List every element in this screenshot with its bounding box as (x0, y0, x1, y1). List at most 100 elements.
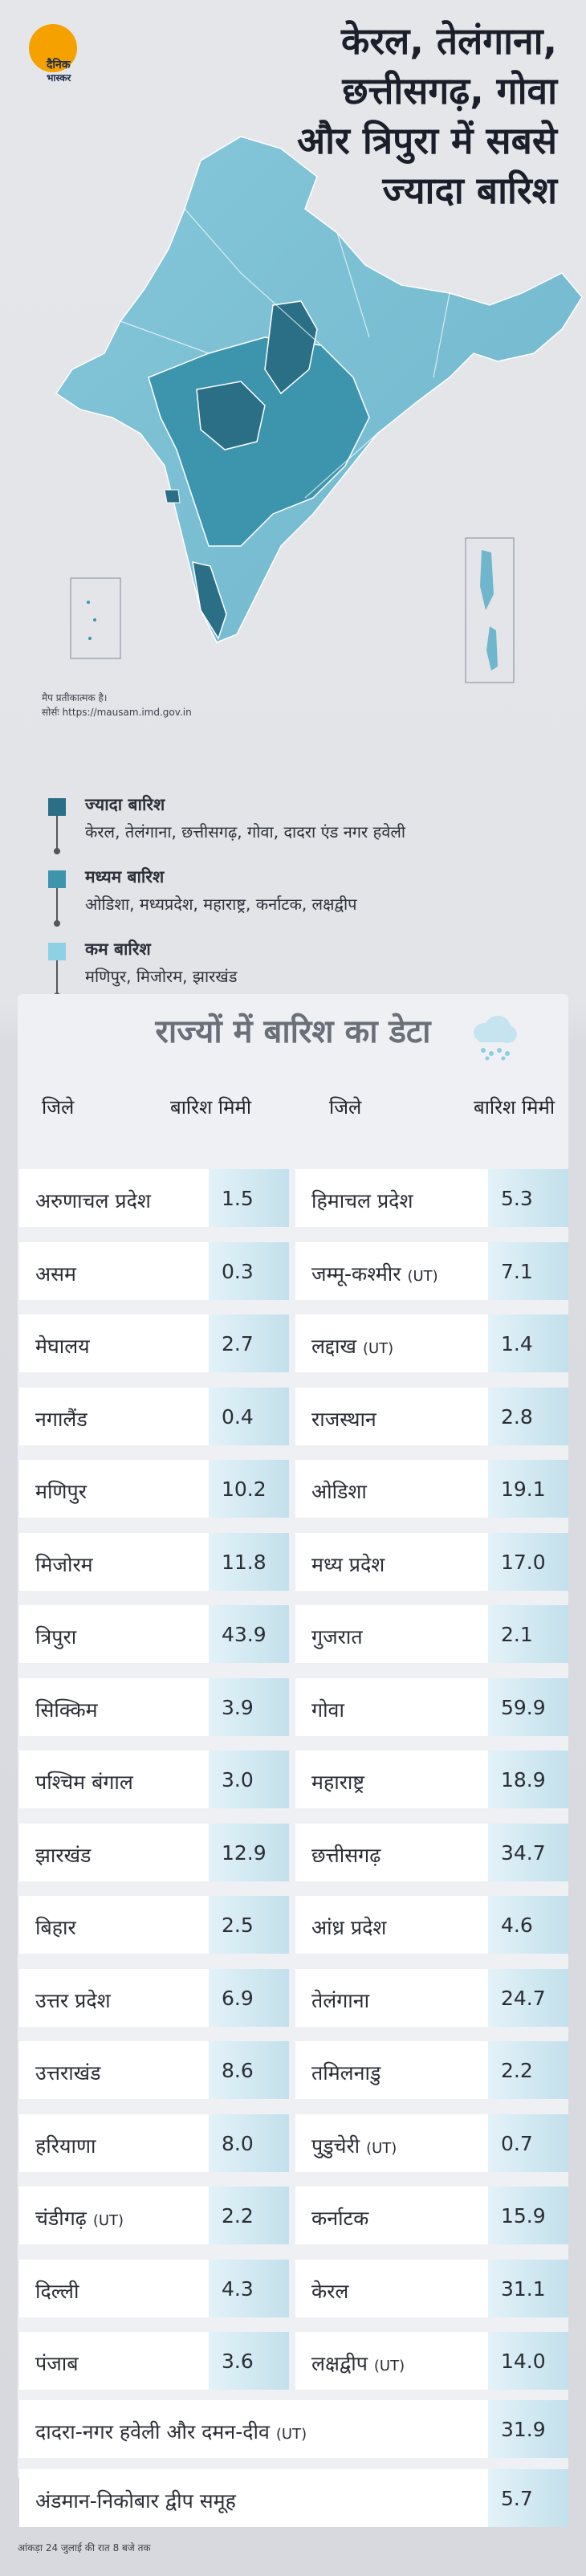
ut-tag: (UT) (275, 2425, 307, 2443)
state-name: कर्नाटक (311, 2204, 368, 2232)
legend-stem (56, 960, 58, 994)
state-name: त्रिपुरा (35, 1623, 76, 1650)
legend-dot (54, 920, 60, 927)
legend-stem (56, 888, 58, 922)
rainfall-value: 8.6 (222, 2059, 254, 2082)
value-cell: 7.1 (488, 1241, 568, 1300)
state-name: गुजरात (311, 1623, 363, 1650)
table-row-right: तमिलनाडु 2.2 (295, 2041, 568, 2099)
rainfall-value: 0.7 (501, 2131, 533, 2155)
map-inset-lakshadweep (70, 577, 121, 659)
state-name: बिहार (35, 1914, 76, 1941)
state-name: नगालैंड (35, 1405, 87, 1433)
state-name: तमिलनाडु (311, 2059, 380, 2086)
table-row-right: तेलंगाना 24.7 (295, 1968, 568, 2027)
state-name-text: मिजोरम (35, 1552, 93, 1576)
state-name-text: जम्मू-कश्मीर (311, 1262, 401, 1286)
rainfall-value: 2.1 (501, 1623, 533, 1646)
value-cell: 31.9 (488, 2399, 568, 2458)
value-cell: 2.2 (488, 2041, 568, 2099)
value-cell: 2.2 (209, 2187, 289, 2244)
state-name: राजस्थान (311, 1405, 376, 1433)
value-cell: 8.0 (209, 2113, 289, 2172)
col-header-rain-left: बारिश मिमी (170, 1096, 252, 1119)
rainfall-value: 5.7 (501, 2486, 533, 2510)
state-name-text: असम (35, 1262, 76, 1286)
table-row-left: चंडीगढ़ (UT) 2.2 (19, 2187, 289, 2244)
rainfall-value: 59.9 (501, 1695, 546, 1719)
ut-tag: (UT) (407, 1267, 438, 1285)
state-name-text: तेलंगाना (311, 1988, 370, 2012)
rainfall-value: 0.3 (222, 1259, 254, 1283)
state-name-text: पश्चिम बंगाल (35, 1771, 133, 1794)
value-cell: 31.1 (488, 2259, 568, 2317)
value-cell: 4.6 (488, 1896, 568, 1954)
legend-swatch-low (48, 943, 66, 960)
state-name: लद्दाख (UT) (311, 1332, 393, 1359)
table-row-left: मणिपुर 10.2 (19, 1460, 289, 1518)
rainfall-value: 3.6 (222, 2350, 254, 2373)
india-rainfall-map (55, 136, 583, 683)
legend-dot (54, 848, 60, 854)
state-name-text: कर्नाटक (311, 2207, 369, 2230)
rainfall-value: 2.5 (222, 1914, 254, 1937)
rainfall-value: 31.9 (501, 2417, 546, 2441)
state-name: हिमाचल प्रदेश (311, 1187, 413, 1214)
state-name: हरियाणा (35, 2132, 96, 2159)
legend-label-medium: मध्यम बारिश (85, 867, 165, 887)
col-header-rain-right: बारिश मिमी (474, 1096, 555, 1119)
table-row-left: त्रिपुरा 43.9 (19, 1605, 289, 1663)
value-cell: 6.9 (209, 1968, 289, 2027)
map-note-line-1: मैप प्रतीकात्मक है। (42, 692, 108, 703)
table-row-right: गोवा 59.9 (295, 1677, 568, 1736)
map-borders (120, 208, 450, 499)
value-cell: 10.2 (209, 1460, 289, 1518)
footnote: आंकड़ा 24 जुलाई की रात 8 बजे तक (18, 2542, 151, 2554)
rainfall-value: 6.9 (222, 1986, 254, 2010)
state-name-text: आंध्र प्रदेश (311, 1916, 387, 1939)
state-name: सिक्किम (35, 1696, 98, 1723)
value-cell: 3.6 (209, 2332, 289, 2390)
table-row-right: केरल 31.1 (295, 2259, 568, 2317)
state-name-text: महाराष्ट्र (311, 1771, 365, 1794)
rainfall-value: 2.2 (501, 2059, 533, 2082)
value-cell: 14.0 (488, 2332, 568, 2390)
value-cell: 2.1 (488, 1605, 568, 1663)
state-name-text: नगालैंड (35, 1407, 87, 1431)
rainfall-value: 15.9 (501, 2204, 546, 2228)
table-row-left: नगालैंड 0.4 (19, 1387, 289, 1445)
ut-tag: (UT) (92, 2212, 124, 2229)
map-andaman-islands (480, 550, 494, 610)
rainfall-value: 24.7 (501, 1986, 546, 2010)
state-name: अरुणाचल प्रदेश (35, 1187, 151, 1214)
rainfall-value: 2.7 (222, 1332, 254, 1355)
headline-line-2: छत्तीसगढ़, गोवा (342, 69, 557, 112)
value-cell: 0.3 (209, 1241, 289, 1300)
value-cell: 19.1 (488, 1460, 568, 1518)
table-row-left: असम 0.3 (19, 1241, 289, 1300)
map-nicobar-islands (486, 626, 498, 670)
state-name: आंध्र प्रदेश (311, 1914, 386, 1941)
value-cell: 43.9 (209, 1605, 289, 1663)
state-name-text: अरुणाचल प्रदेश (35, 1189, 151, 1213)
rainfall-value: 10.2 (222, 1478, 267, 1501)
table-row-right: गुजरात 2.1 (295, 1605, 568, 1663)
map-kerala (192, 561, 227, 640)
legend-stem (56, 816, 58, 850)
state-name: मणिपुर (35, 1478, 87, 1505)
table-row-right: आंध्र प्रदेश 4.6 (295, 1896, 568, 1954)
state-name: पश्चिम बंगाल (35, 1768, 133, 1795)
state-name-text: उत्तर प्रदेश (35, 1988, 111, 2012)
rainfall-value: 2.8 (501, 1404, 533, 1429)
state-name: असम (35, 1260, 76, 1287)
state-name: तेलंगाना (311, 1987, 369, 2014)
value-cell: 0.7 (488, 2113, 568, 2172)
table-row-left: सिक्किम 3.9 (19, 1677, 289, 1736)
value-cell: 59.9 (488, 1677, 568, 1736)
rainfall-value: 11.8 (222, 1550, 267, 1574)
state-name: दिल्ली (35, 2277, 79, 2305)
state-name: महाराष्ट्र (311, 1768, 364, 1795)
table-row-left: उत्तर प्रदेश 6.9 (19, 1968, 289, 2027)
rainfall-value: 0.4 (222, 1404, 254, 1429)
value-cell: 0.4 (209, 1387, 289, 1445)
